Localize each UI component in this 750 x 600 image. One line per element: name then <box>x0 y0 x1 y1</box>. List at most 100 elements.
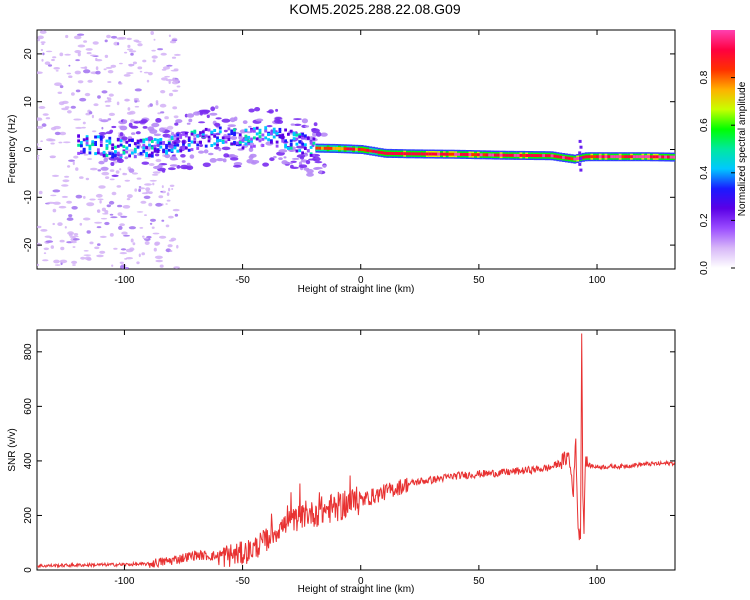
spectral-noise-blob <box>96 209 100 213</box>
spectral-cell <box>170 146 174 150</box>
spectral-cell <box>258 135 262 139</box>
spectral-cell <box>241 138 245 142</box>
spectral-noise-blob <box>105 176 110 180</box>
spectral-cell <box>272 135 276 139</box>
spectral-noise-blob <box>169 184 175 187</box>
spectral-cell <box>281 139 285 143</box>
spectral-noise-blob <box>51 58 55 62</box>
spectral-cell <box>264 136 268 140</box>
spectral-cell <box>451 152 455 156</box>
spectral-cell <box>80 141 83 144</box>
spectral-noise-blob <box>149 103 153 107</box>
spectral-cell <box>227 138 231 141</box>
spectral-cell <box>647 155 651 159</box>
spectral-noise-blob <box>127 149 136 152</box>
spectral-cell <box>173 146 177 150</box>
spectral-noise-blob <box>167 125 174 130</box>
spectral-noise-blob <box>124 156 129 160</box>
spectral-noise-blob <box>188 118 193 123</box>
spectral-noise-blob <box>52 56 57 59</box>
spectral-cell <box>114 154 117 158</box>
spectral-cell <box>530 154 534 157</box>
spectral-noise-blob <box>83 69 91 74</box>
spectral-cell <box>216 136 219 140</box>
spectral-noise-blob <box>192 133 196 137</box>
spectral-cell <box>176 143 180 147</box>
spectral-cell <box>298 149 302 153</box>
spectral-noise-blob <box>199 111 203 116</box>
spectral-cell <box>389 151 393 155</box>
spectral-noise-blob <box>151 122 160 128</box>
spectral-noise-blob <box>81 126 86 129</box>
spectral-noise-blob <box>139 70 143 73</box>
spectral-noise-blob <box>44 235 52 238</box>
spectral-cell <box>204 134 208 138</box>
spectral-noise-blob <box>118 36 127 40</box>
spectral-cell <box>233 140 236 144</box>
spectral-noise-blob <box>120 215 128 218</box>
spectral-noise-blob <box>159 127 166 133</box>
spectral-noise-blob <box>47 64 53 67</box>
spectral-cell <box>196 146 200 150</box>
spectral-noise-blob <box>68 214 73 218</box>
spectral-noise-blob <box>173 115 179 119</box>
x-tick-label: -100 <box>114 275 134 286</box>
spectral-cell <box>207 135 211 139</box>
spectral-noise-blob <box>95 66 99 71</box>
spectral-noise-blob <box>107 118 112 121</box>
spectral-noise-blob <box>322 164 327 168</box>
spectral-cell <box>221 136 225 140</box>
spectral-cell <box>488 153 492 157</box>
spectral-noise-blob <box>298 164 308 168</box>
spectral-cell <box>119 139 123 143</box>
spectral-noise-blob <box>119 223 125 227</box>
spectral-noise-blob <box>74 70 82 75</box>
spectral-cell <box>80 144 83 148</box>
spectral-cell <box>131 151 134 155</box>
spectral-cell <box>162 148 165 152</box>
spectral-noise-blob <box>121 136 128 141</box>
spectral-noise-blob <box>108 112 115 116</box>
spectral-cell <box>184 134 188 138</box>
spectral-cell <box>131 139 134 142</box>
spectral-noise-blob <box>136 261 140 265</box>
spectral-noise-blob <box>58 205 67 209</box>
spectral-noise-blob <box>249 153 257 158</box>
y-tick-label: 10 <box>23 96 34 108</box>
spectral-noise-blob <box>144 241 150 245</box>
spectral-noise-blob <box>73 233 79 236</box>
spectral-cell <box>621 155 625 159</box>
spectral-noise-blob <box>276 119 284 124</box>
spectral-noise-blob <box>83 254 92 256</box>
spectral-cell <box>298 133 302 137</box>
spectral-cell <box>153 147 157 151</box>
spectral-noise-blob <box>75 89 81 93</box>
spectral-noise-blob <box>157 48 164 51</box>
spectral-noise-blob <box>80 66 87 69</box>
spectral-noise-blob <box>38 190 43 195</box>
colorbar-tick-label: 0.8 <box>699 70 710 84</box>
spectral-noise-blob <box>313 122 318 127</box>
spectral-noise-blob <box>214 105 219 109</box>
spectral-cell <box>153 138 157 142</box>
spectral-noise-blob <box>65 34 69 39</box>
spectral-noise-blob <box>128 50 137 53</box>
spectral-cell <box>102 154 106 158</box>
spectral-noise-blob <box>269 157 275 162</box>
spectral-noise-blob <box>221 118 231 123</box>
spectral-noise-blob <box>173 53 181 56</box>
spectral-noise-blob <box>42 52 45 56</box>
spectral-cell <box>173 141 177 145</box>
spectral-noise-blob <box>139 227 144 229</box>
colorbar: 0.0 0.2 0.4 0.6 0.8 Normalized spectral ampl… <box>699 30 748 275</box>
spectral-cell <box>114 150 117 154</box>
spectral-cell <box>179 149 183 153</box>
spectral-cell <box>284 139 287 143</box>
colorbar-ticks: 0.0 0.2 0.4 0.6 0.8 <box>699 70 735 275</box>
spectral-noise-blob <box>57 91 63 95</box>
spectral-cell <box>210 130 214 134</box>
spectral-cell <box>125 140 129 144</box>
spectral-noise-blob <box>104 39 108 43</box>
spectral-cell <box>105 139 109 143</box>
spectral-noise-blob <box>118 82 123 85</box>
